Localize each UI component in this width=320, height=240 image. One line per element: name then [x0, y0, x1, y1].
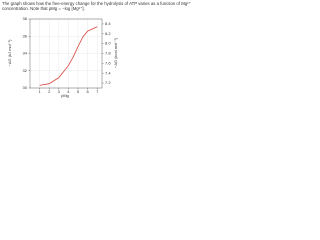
y2-tick-label: 8.2 — [105, 31, 111, 36]
x-axis-label: pMg — [61, 93, 69, 98]
y-tick-label: 36 — [23, 33, 28, 38]
page: {"intro": "The graph shows how the free-… — [0, 0, 200, 99]
y2-tick-label: 7.4 — [105, 70, 111, 75]
y2-tick-label: 8.0 — [105, 41, 111, 46]
y2-tick-label: 7.2 — [105, 80, 111, 85]
x-tick-label: 5 — [77, 89, 80, 94]
x-tick-label: 3 — [58, 89, 61, 94]
y-axis-label: −ΔG (kJ mol⁻¹) — [7, 39, 12, 67]
x-tick-label: 2 — [48, 89, 51, 94]
y-tick-label: 32 — [23, 68, 28, 73]
x-tick-label: 6 — [86, 89, 89, 94]
y2-axis-label: −ΔG (kcal mol⁻¹) — [113, 37, 118, 68]
x-tick-label: 4 — [67, 89, 70, 94]
y2-tick-label: 7.6 — [105, 60, 111, 65]
chart: −ΔG (kJ mol⁻¹) −ΔG (kcal mol⁻¹) pMg 3032… — [7, 16, 118, 98]
y-tick-label: 30 — [23, 85, 28, 90]
y-tick-label: 38 — [23, 16, 28, 21]
y2-tick-label: 8.4 — [105, 21, 111, 26]
x-tick-label: 7 — [96, 89, 99, 94]
y2-tick-label: 7.8 — [105, 51, 111, 56]
y-tick-label: 34 — [23, 51, 28, 56]
intro-text: The graph shows how the free-energy chan… — [2, 1, 191, 12]
plot-frame — [29, 18, 103, 89]
data-line — [39, 26, 98, 86]
x-tick-label: 1 — [38, 89, 41, 94]
